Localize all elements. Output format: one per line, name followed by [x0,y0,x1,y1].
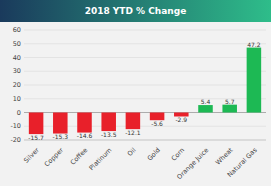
bar [29,113,44,135]
bar [77,113,92,133]
bar [222,105,237,113]
grid-line [24,43,266,44]
data-label: -14.6 [77,132,93,139]
x-tick-label: Natural Gas [226,146,259,179]
title-background [0,0,271,22]
y-tick-label: 0 [17,109,21,117]
bar [101,113,116,132]
data-label: 5.4 [201,98,211,105]
x-tick-label: Orange Juice [175,146,210,181]
y-tick-label: -10 [10,122,21,130]
data-label: -13.5 [101,131,117,138]
grid [24,30,266,140]
x-tick-label: Gold [146,146,162,162]
bar [198,105,213,112]
data-label: -15.7 [28,134,44,141]
bar [53,113,68,134]
grid-line [24,30,266,31]
x-tick-label: Silver [22,146,41,165]
chart: 2018 YTD % Change -20 -10 0 10 20 30 40 50 60 -15.… [0,0,271,186]
x-tick-label: Copper [43,146,65,168]
y-tick-label: -20 [10,136,21,144]
data-label: -5.6 [151,120,163,127]
x-tick-label: Platinum [88,146,114,172]
x-tick-label: Oil [126,146,138,158]
data-label: -15.3 [53,133,69,140]
x-tick-label: Wheat [214,146,235,167]
x-tick-label: Coffee [69,146,90,167]
x-tick-label: Corn [170,146,186,162]
y-tick-label: 50 [13,40,21,48]
bars [29,48,261,134]
y-tick-label: 30 [13,67,21,75]
bar [247,48,262,113]
background [0,0,271,186]
grid-line [24,57,266,58]
bar [126,113,141,130]
grid-line [24,71,266,72]
data-label: 47.2 [247,41,261,48]
y-tick-label: 20 [13,81,21,89]
data-label: -12.1 [125,129,141,136]
y-tick-label: 60 [13,26,21,34]
title: 2018 YTD % Change [85,6,187,16]
y-tick-label: 10 [13,95,21,103]
y-tick-label: 40 [13,54,21,62]
chart-container: 2018 YTD % Change -20 -10 0 10 20 30 40 50 60 -15.… [0,0,271,186]
data-label: -2.9 [175,116,187,123]
grid-line [24,85,266,86]
data-label: 5.7 [225,98,235,105]
